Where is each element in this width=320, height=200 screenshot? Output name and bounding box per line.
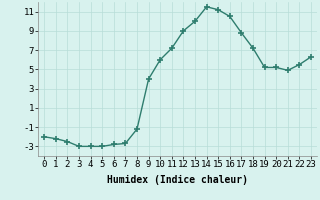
X-axis label: Humidex (Indice chaleur): Humidex (Indice chaleur) [107, 175, 248, 185]
